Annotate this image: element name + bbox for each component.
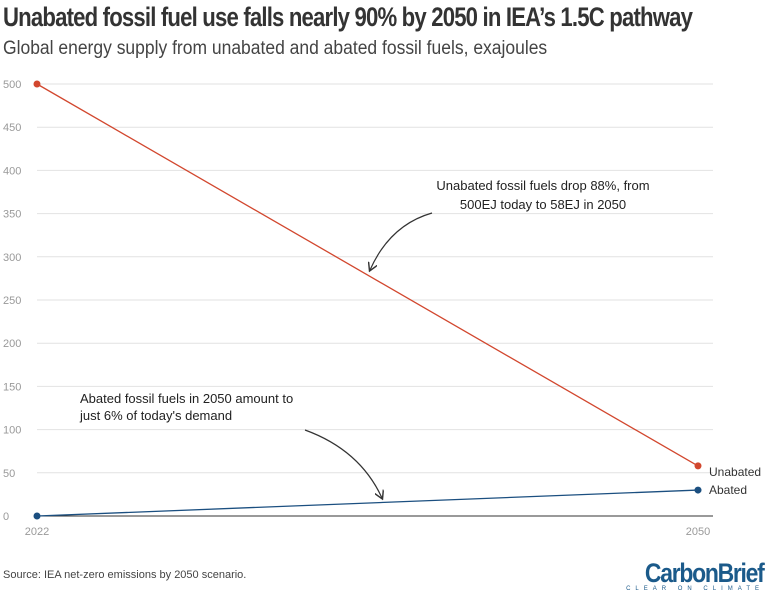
annotation-abated: Abated fossil fuels in 2050 amount to [80, 391, 293, 406]
y-tick-label: 200 [3, 338, 21, 350]
x-tick-label: 2022 [25, 526, 49, 538]
y-tick-label: 500 [3, 79, 21, 91]
y-tick-label: 300 [3, 252, 21, 264]
annotation-abated: just 6% of today's demand [79, 408, 232, 423]
annotation-unabated: Unabated fossil fuels drop 88%, from [436, 178, 649, 193]
y-tick-label: 150 [3, 381, 21, 393]
y-tick-label: 0 [3, 511, 9, 523]
data-point-abated [694, 486, 702, 494]
carbonbrief-logo: CarbonBrief CLEAR ON CLIMATE [624, 558, 765, 593]
data-point-unabated [694, 462, 702, 470]
logo-name: CarbonBrief [645, 558, 765, 588]
data-point-abated [33, 512, 41, 520]
y-tick-label: 450 [3, 122, 21, 134]
y-tick-label: 100 [3, 425, 21, 437]
chart-subtitle: Global energy supply from unabated and a… [3, 38, 548, 59]
y-tick-label: 50 [3, 468, 15, 480]
series-line-unabated [36, 83, 699, 467]
source-note: Source: IEA net-zero emissions by 2050 s… [3, 569, 247, 581]
arrow-unabated [370, 212, 433, 270]
y-tick-label: 250 [3, 295, 21, 307]
x-tick-label: 2050 [686, 526, 710, 538]
series-label-abated: Abated [709, 483, 747, 497]
series-line-abated [36, 489, 699, 517]
y-tick-label: 400 [3, 165, 21, 177]
data-point-unabated [33, 80, 41, 88]
logo-tagline: CLEAR ON CLIMATE [626, 586, 764, 592]
series-label-unabated: Unabated [709, 465, 761, 479]
y-tick-label: 350 [3, 209, 21, 221]
annotation-unabated: 500EJ today to 58EJ in 2050 [460, 197, 626, 212]
arrow-abated [304, 429, 382, 498]
chart-title: Unabated fossil fuel use falls nearly 90… [3, 2, 693, 32]
